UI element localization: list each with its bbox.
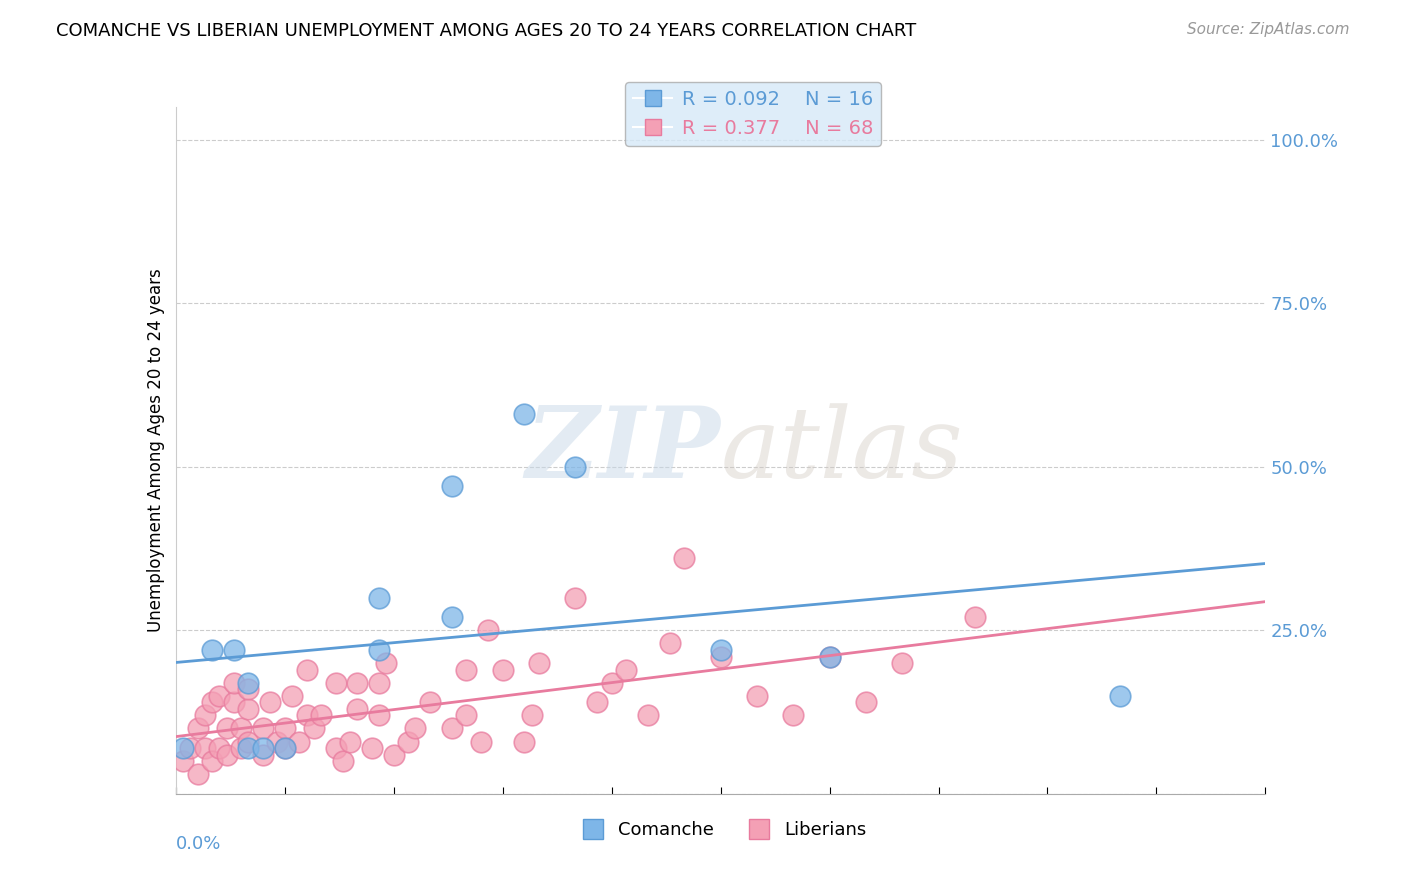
Point — [194, 708, 217, 723]
Point — [368, 643, 391, 657]
Point — [238, 675, 260, 690]
Point — [368, 675, 391, 690]
Point — [477, 624, 499, 638]
Point — [325, 675, 347, 690]
Point — [179, 741, 201, 756]
Point — [818, 649, 841, 664]
Point — [252, 741, 274, 756]
Point — [710, 649, 733, 664]
Point — [281, 689, 304, 703]
Point — [891, 656, 914, 670]
Point — [440, 722, 463, 736]
Point — [194, 741, 217, 756]
Point — [215, 747, 238, 762]
Point — [564, 591, 586, 605]
Point — [339, 734, 361, 748]
Point — [208, 689, 231, 703]
Point — [440, 610, 463, 624]
Point — [513, 408, 536, 422]
Point — [586, 695, 609, 709]
Point — [527, 656, 550, 670]
Point — [238, 702, 260, 716]
Point — [332, 754, 354, 768]
Point — [513, 734, 536, 748]
Point — [186, 722, 209, 736]
Point — [673, 551, 696, 566]
Point — [325, 741, 347, 756]
Point — [658, 636, 681, 650]
Point — [1109, 689, 1132, 703]
Point — [520, 708, 543, 723]
Point — [492, 663, 515, 677]
Point — [419, 695, 441, 709]
Point — [302, 722, 325, 736]
Point — [637, 708, 659, 723]
Point — [231, 741, 253, 756]
Point — [252, 722, 274, 736]
Point — [172, 741, 194, 756]
Point — [208, 741, 231, 756]
Point — [215, 722, 238, 736]
Point — [782, 708, 804, 723]
Point — [201, 754, 224, 768]
Point — [346, 702, 368, 716]
Text: atlas: atlas — [721, 403, 963, 498]
Point — [368, 708, 391, 723]
Point — [274, 722, 297, 736]
Point — [201, 643, 224, 657]
Point — [456, 663, 478, 677]
Point — [186, 767, 209, 781]
Point — [818, 649, 841, 664]
Point — [238, 734, 260, 748]
Point — [456, 708, 478, 723]
Point — [375, 656, 398, 670]
Point — [238, 741, 260, 756]
Text: 0.0%: 0.0% — [176, 835, 221, 853]
Text: Source: ZipAtlas.com: Source: ZipAtlas.com — [1187, 22, 1350, 37]
Point — [238, 682, 260, 697]
Point — [309, 708, 332, 723]
Point — [855, 695, 877, 709]
Point — [222, 675, 245, 690]
Point — [295, 708, 318, 723]
Point — [259, 695, 281, 709]
Point — [201, 695, 224, 709]
Point — [405, 722, 427, 736]
Point — [396, 734, 419, 748]
Point — [231, 722, 253, 736]
Point — [963, 610, 986, 624]
Legend: Comanche, Liberians: Comanche, Liberians — [568, 814, 873, 847]
Point — [288, 734, 311, 748]
Point — [368, 591, 391, 605]
Point — [360, 741, 382, 756]
Point — [440, 479, 463, 493]
Point — [222, 643, 245, 657]
Point — [274, 741, 297, 756]
Text: ZIP: ZIP — [526, 402, 721, 499]
Point — [382, 747, 405, 762]
Point — [600, 675, 623, 690]
Point — [266, 734, 288, 748]
Point — [745, 689, 768, 703]
Point — [274, 741, 297, 756]
Y-axis label: Unemployment Among Ages 20 to 24 years: Unemployment Among Ages 20 to 24 years — [146, 268, 165, 632]
Point — [346, 675, 368, 690]
Point — [295, 663, 318, 677]
Point — [470, 734, 492, 748]
Point — [172, 754, 194, 768]
Point — [614, 663, 637, 677]
Point — [564, 459, 586, 474]
Point — [222, 695, 245, 709]
Point — [710, 643, 733, 657]
Text: COMANCHE VS LIBERIAN UNEMPLOYMENT AMONG AGES 20 TO 24 YEARS CORRELATION CHART: COMANCHE VS LIBERIAN UNEMPLOYMENT AMONG … — [56, 22, 917, 40]
Point — [252, 747, 274, 762]
